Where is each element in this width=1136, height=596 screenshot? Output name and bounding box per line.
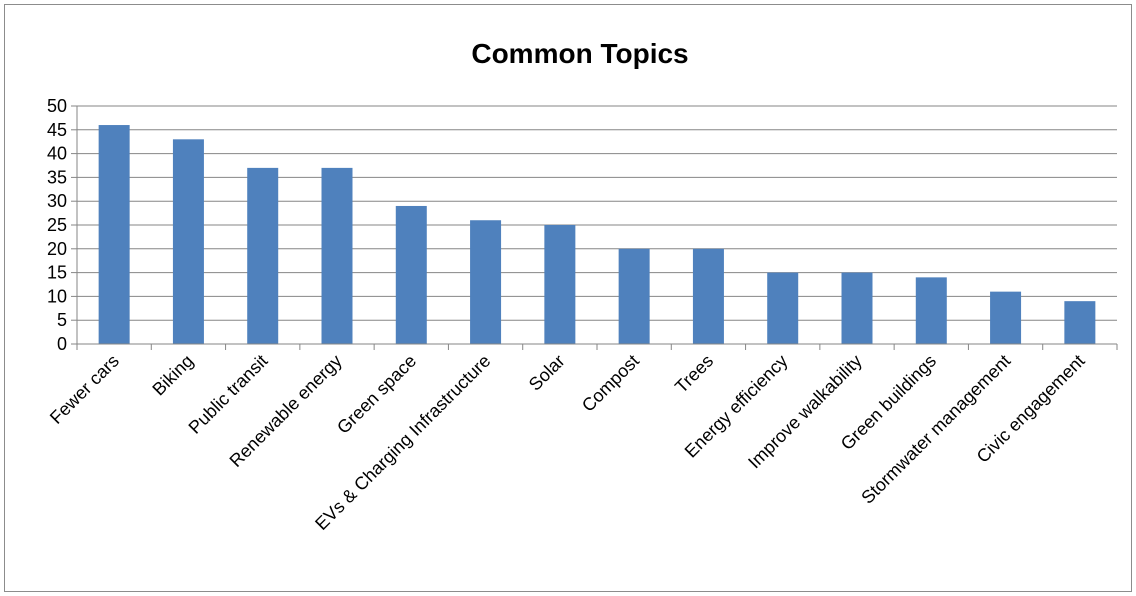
y-axis-tick-label: 20: [47, 239, 67, 259]
y-axis-tick-label: 30: [47, 191, 67, 211]
y-axis-tick-label: 15: [47, 263, 67, 283]
chart-title: Common Topics: [471, 38, 688, 69]
x-axis-tick-label: Solar: [525, 351, 569, 395]
y-axis-tick-label: 10: [47, 286, 67, 306]
x-axis-tick-label: Compost: [578, 351, 643, 416]
bars: [98, 125, 1096, 344]
bar: [172, 139, 204, 344]
bar: [470, 220, 502, 344]
gridlines: [77, 105, 1117, 321]
bar: [1064, 301, 1096, 344]
bar: [618, 248, 650, 344]
y-axis-tick-label: 25: [47, 215, 67, 235]
x-axis-tick-label: Trees: [671, 351, 717, 397]
x-axis-tick-label: Biking: [148, 351, 197, 400]
bar: [915, 277, 947, 344]
y-axis-tick-label: 50: [47, 96, 67, 116]
y-axis-tick-label: 35: [47, 167, 67, 187]
y-axis-tick-label: 0: [57, 334, 67, 354]
x-axis-tick-label: Stormwater management: [857, 351, 1014, 508]
bar: [692, 248, 724, 344]
bar: [395, 205, 427, 344]
axes: [71, 105, 1118, 350]
y-axis-tick-label: 45: [47, 120, 67, 140]
bar: [841, 272, 873, 344]
y-axis-tick-label: 40: [47, 144, 67, 164]
bar: [98, 125, 130, 344]
bar: [544, 225, 576, 344]
y-axis-tick-label: 5: [57, 310, 67, 330]
bar: [321, 167, 353, 344]
bar: [247, 167, 279, 344]
bar: [990, 291, 1022, 344]
bar: [767, 272, 799, 344]
y-axis-tick-labels: 0 5 10 15 20 25 30 35 40 45 50: [47, 96, 67, 354]
x-axis-tick-label: Fewer cars: [46, 351, 123, 428]
